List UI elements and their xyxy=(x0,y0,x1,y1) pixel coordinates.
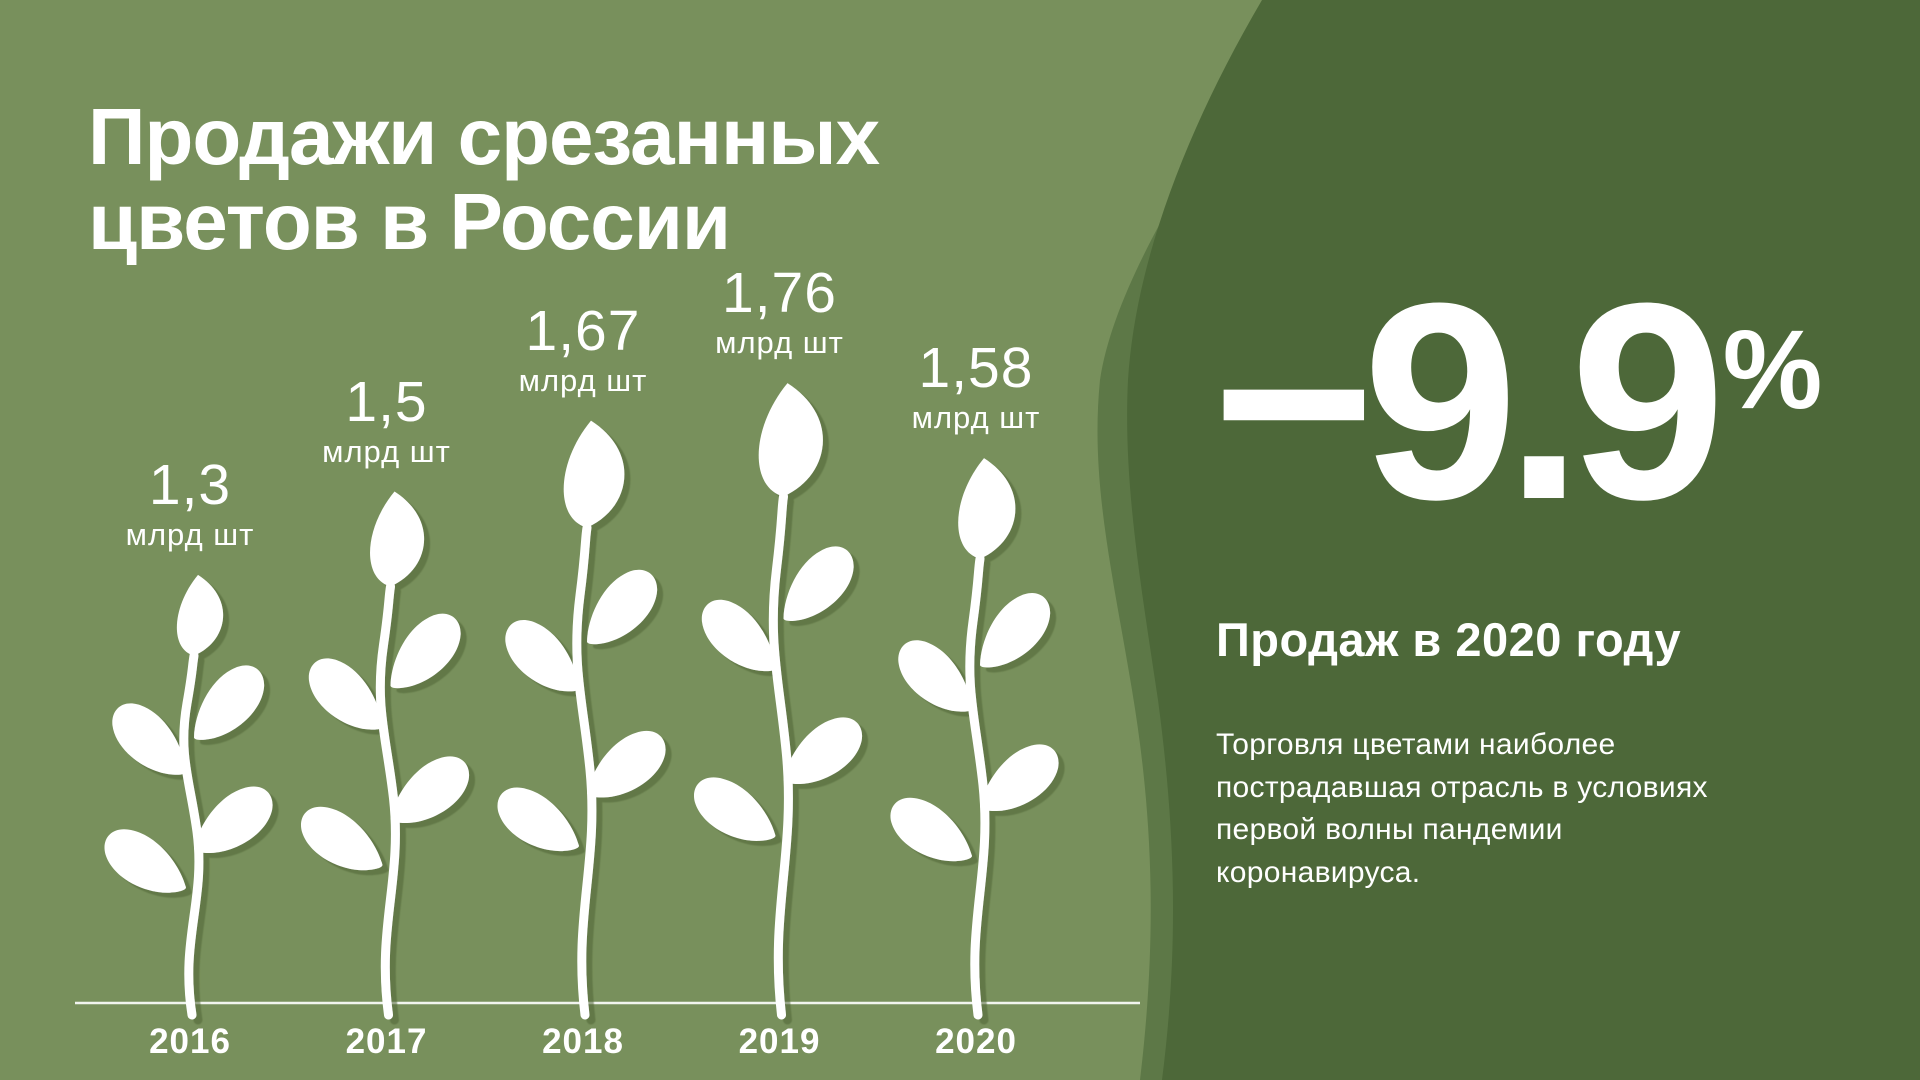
flower-bud xyxy=(563,420,625,528)
flower-leaf xyxy=(194,786,273,854)
page-title: Продажи срезанных цветов в России xyxy=(88,91,880,267)
flower-leaf xyxy=(701,599,776,672)
sales-flower-chart xyxy=(75,383,1140,1020)
flower-leaf xyxy=(194,665,265,740)
flower-leaf xyxy=(390,613,461,689)
flower-2020 xyxy=(890,458,1059,1020)
flower-bud xyxy=(370,491,425,587)
flower-leaf xyxy=(104,829,186,893)
flower-leaf xyxy=(390,756,470,824)
stat-caption: Продаж в 2020 году xyxy=(1216,613,1682,666)
flower-leaf xyxy=(308,658,383,730)
flower-leaf xyxy=(783,717,863,784)
stat-value: −9.9 xyxy=(1212,246,1726,558)
stat-block: −9.9 % xyxy=(1212,262,1822,542)
flower-2019 xyxy=(693,383,863,1020)
flower-leaf xyxy=(587,569,658,645)
stat-description: Торговля цветами наиболее пострадавшая о… xyxy=(1216,728,1708,889)
flower-leaf xyxy=(505,620,579,692)
flower-stem xyxy=(768,491,793,1020)
flower-bud xyxy=(758,383,823,497)
flower-leaf xyxy=(300,806,383,871)
background-wave-dark xyxy=(1127,0,1920,1080)
flower-leaf xyxy=(898,640,972,712)
flower-leaf xyxy=(497,787,579,852)
flower-leaf xyxy=(587,731,666,798)
flower-leaf xyxy=(783,546,854,621)
page-title-line2: цветов в России xyxy=(88,177,731,267)
flower-stem xyxy=(375,581,400,1020)
flower-leaf xyxy=(112,703,186,775)
flower-2017 xyxy=(300,491,470,1020)
flower-bud xyxy=(176,574,224,656)
flower-stem xyxy=(965,554,990,1020)
flower-leaf xyxy=(693,777,776,841)
flower-stem xyxy=(572,523,597,1020)
page-title-line1: Продажи срезанных xyxy=(88,91,880,181)
flower-2016 xyxy=(104,574,273,1020)
flower-leaf xyxy=(980,593,1051,668)
flower-stem xyxy=(179,651,204,1020)
flower-2018 xyxy=(497,420,666,1020)
flower-leaf xyxy=(890,797,972,862)
flower-leaf xyxy=(980,744,1059,812)
flower-bud xyxy=(958,458,1016,559)
stat-unit-percent: % xyxy=(1722,307,1823,432)
